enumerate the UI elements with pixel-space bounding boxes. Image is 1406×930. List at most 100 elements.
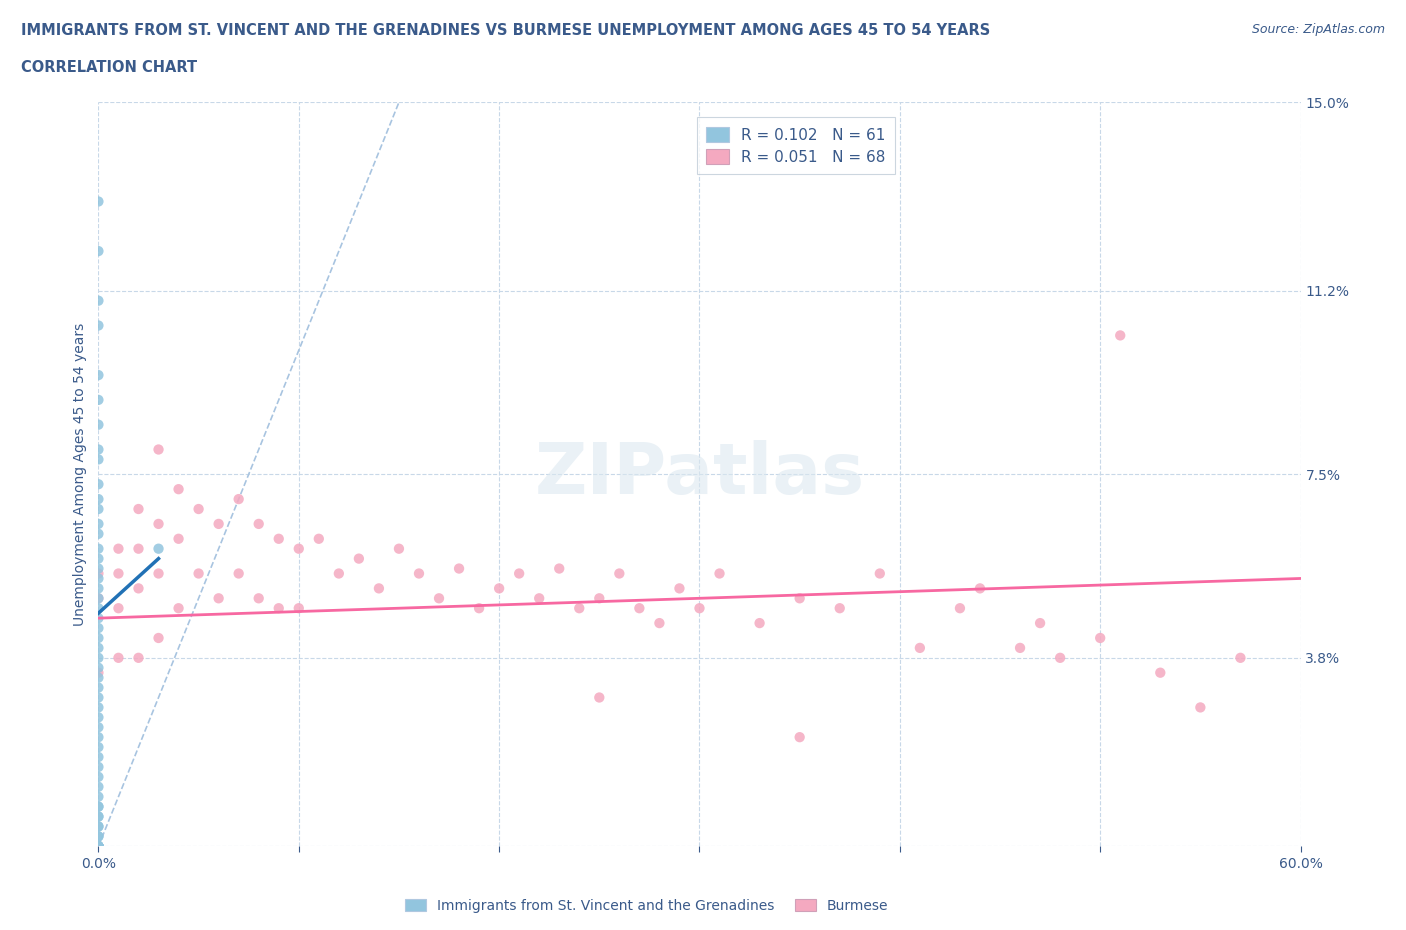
Point (128, 501, 150, 516)
Point (969, 581, 991, 596)
Point (87, 492, 110, 507)
Point (87, 819, 110, 834)
Point (1189, 700, 1212, 715)
Point (689, 601, 711, 616)
Point (87, 750, 110, 764)
Legend: Immigrants from St. Vincent and the Grenadines, Burmese: Immigrants from St. Vincent and the Gren… (399, 894, 894, 919)
Point (1149, 665, 1171, 680)
Point (228, 492, 250, 507)
Point (87, 700, 110, 715)
Point (167, 531, 190, 546)
Point (87, 839, 110, 854)
Point (148, 631, 170, 645)
Point (208, 516, 231, 531)
Point (107, 601, 129, 616)
Point (609, 566, 631, 581)
Point (87, 442, 110, 457)
Point (709, 566, 731, 581)
Point (87, 790, 110, 804)
Point (128, 650, 150, 665)
Point (87, 581, 110, 596)
Point (87, 293, 110, 308)
Point (208, 591, 231, 605)
Point (87, 839, 110, 854)
Point (828, 601, 851, 616)
Point (87, 194, 110, 209)
Point (87, 839, 110, 854)
Point (1229, 650, 1251, 665)
Point (87, 690, 110, 705)
Point (87, 671, 110, 685)
Point (789, 730, 811, 745)
Point (167, 601, 190, 616)
Point (648, 616, 671, 631)
Point (87, 611, 110, 626)
Point (87, 839, 110, 854)
Point (789, 591, 811, 605)
Point (87, 829, 110, 844)
Point (347, 551, 370, 566)
Text: CORRELATION CHART: CORRELATION CHART (21, 60, 197, 75)
Point (87, 660, 110, 675)
Point (267, 601, 290, 616)
Point (267, 531, 290, 546)
Point (87, 809, 110, 824)
Point (87, 591, 110, 605)
Point (87, 551, 110, 566)
Point (128, 581, 150, 596)
Point (1029, 616, 1052, 631)
Text: IMMIGRANTS FROM ST. VINCENT AND THE GRENADINES VS BURMESE UNEMPLOYMENT AMONG AGE: IMMIGRANTS FROM ST. VINCENT AND THE GREN… (21, 23, 990, 38)
Point (87, 839, 110, 854)
Point (87, 730, 110, 745)
Point (87, 571, 110, 586)
Point (748, 616, 770, 631)
Point (1049, 650, 1071, 665)
Point (187, 566, 209, 581)
Point (447, 561, 470, 576)
Point (87, 779, 110, 794)
Point (468, 601, 491, 616)
Point (87, 418, 110, 432)
Point (107, 566, 129, 581)
Y-axis label: Unemployment Among Ages 45 to 54 years: Unemployment Among Ages 45 to 54 years (73, 323, 87, 626)
Point (588, 690, 610, 705)
Point (87, 641, 110, 656)
Point (87, 760, 110, 775)
Point (628, 601, 651, 616)
Point (148, 541, 170, 556)
Point (87, 799, 110, 814)
Point (87, 650, 110, 665)
Point (87, 799, 110, 814)
Point (87, 392, 110, 407)
Point (247, 516, 270, 531)
Legend: R = 0.102   N = 61, R = 0.051   N = 68: R = 0.102 N = 61, R = 0.051 N = 68 (697, 117, 894, 174)
Point (148, 566, 170, 581)
Point (87, 769, 110, 784)
Point (869, 566, 891, 581)
Point (87, 367, 110, 382)
Point (548, 561, 571, 576)
Point (87, 839, 110, 854)
Point (87, 516, 110, 531)
Point (87, 631, 110, 645)
Point (87, 839, 110, 854)
Point (87, 526, 110, 541)
Point (908, 641, 931, 656)
Point (87, 566, 110, 581)
Point (87, 710, 110, 724)
Point (187, 501, 209, 516)
Point (87, 839, 110, 854)
Point (87, 829, 110, 844)
Point (87, 591, 110, 605)
Point (247, 591, 270, 605)
Point (508, 566, 530, 581)
Point (308, 531, 330, 546)
Point (488, 581, 510, 596)
Point (427, 591, 450, 605)
Point (87, 739, 110, 754)
Point (87, 809, 110, 824)
Point (288, 601, 311, 616)
Point (1088, 631, 1111, 645)
Point (568, 601, 591, 616)
Point (87, 620, 110, 635)
